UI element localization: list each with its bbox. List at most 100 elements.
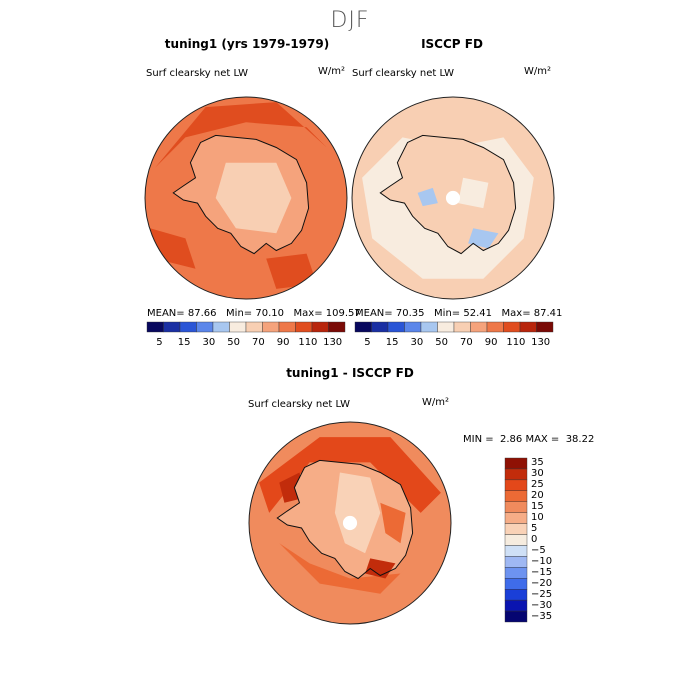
colorbar-cell: [503, 321, 521, 333]
panel-diff-stats: MIN = 2.86 MAX = 38.22: [463, 434, 594, 445]
max-label: Max=: [501, 308, 531, 319]
colorbar-tick-label: −30: [531, 599, 553, 611]
colorbar-tick-label: 25: [531, 479, 544, 491]
map-model: [145, 97, 347, 299]
map-border: [351, 96, 555, 300]
mean-value: 87.66: [187, 308, 217, 319]
map-diff: [249, 422, 451, 624]
panel-obs-title: ISCCP FD: [421, 37, 483, 51]
colorbar-tick-label: −15: [531, 566, 553, 578]
colorbar-cell: [404, 321, 422, 333]
colorbar-tick-label: 30: [202, 337, 216, 348]
colorbar-tick-label: 0: [531, 534, 538, 545]
colorbar-cell: [278, 321, 296, 333]
panel-obs-variable: Surf clearsky net LW: [352, 68, 455, 79]
colorbar-tick-label: −35: [531, 610, 553, 622]
colorbar-cell: [504, 534, 528, 546]
colorbar-cell: [470, 321, 488, 333]
colorbar-tick-label: 20: [531, 490, 544, 502]
colorbar-tick-label: −10: [531, 555, 553, 567]
colorbar-cell: [504, 610, 528, 623]
min-label: MIN =: [463, 434, 494, 445]
colorbar-cell: [196, 321, 214, 333]
light-patch: [458, 177, 489, 209]
min-value: 52.41: [463, 308, 492, 319]
warm-interior: [380, 502, 406, 544]
colorbar-tick-label: 50: [227, 337, 240, 348]
min-label: Min=: [226, 308, 253, 319]
colorbar-cell: [179, 321, 197, 333]
colorbar-cell: [437, 321, 455, 333]
colorbar-tick-label: 5: [364, 337, 371, 348]
colorbar-tick-label: 5: [156, 337, 163, 348]
coastline: [172, 134, 310, 255]
colorbar-cell: [262, 321, 280, 333]
colorbar-cell: [504, 512, 528, 524]
max-label: MAX =: [525, 434, 560, 445]
colorbar-cell: [504, 490, 528, 502]
colorbar-tick-label: −20: [531, 577, 553, 589]
colorbar-tick-label: 10: [531, 512, 544, 524]
colorbar-cell: [163, 321, 181, 333]
colorbar-cell: [453, 321, 471, 333]
panel-diff-title: tuning1 - ISCCP FD: [286, 366, 414, 380]
colorbar-cell: [328, 321, 346, 333]
colorbar-cell: [504, 556, 528, 568]
colorbar-tick-label: 30: [410, 337, 424, 348]
panel-obs-stats: MEAN= 70.35 Min= 52.41 Max= 87.41: [355, 308, 562, 319]
colorbar-diff: [504, 457, 528, 623]
panel-obs-units: W/m²: [524, 66, 552, 77]
weak-interior: [334, 472, 381, 554]
pole-hole: [445, 190, 461, 206]
colorbar-tick-label: 5: [531, 523, 538, 535]
colorbar-tick-label: 30: [531, 468, 544, 480]
mean-label: MEAN=: [355, 308, 393, 319]
colorbar-tick-label: 15: [177, 337, 191, 348]
colorbar-cell: [311, 321, 329, 333]
colorbar-tick-label: 70: [460, 337, 473, 348]
cool-patch: [417, 187, 438, 207]
mean-value: 70.35: [395, 308, 425, 319]
panel-model-units: W/m²: [318, 66, 346, 77]
colorbar-tick-label: 50: [435, 337, 448, 348]
min-label: Min=: [434, 308, 461, 319]
hot-patch: [365, 558, 396, 579]
panel-model-stats: MEAN= 87.66 Min= 70.10 Max= 109.57: [147, 308, 361, 319]
colorbar-obs: [354, 321, 554, 333]
max-value: 109.57: [325, 308, 361, 319]
colorbar-cell: [295, 321, 313, 333]
colorbar-cell: [519, 321, 537, 333]
colorbar-cell: [354, 321, 372, 333]
figure-title: DJF: [330, 8, 370, 33]
colorbar-cell: [504, 545, 528, 557]
max-value: 38.22: [565, 434, 595, 445]
coastline: [276, 459, 414, 580]
max-label: Max=: [293, 308, 323, 319]
colorbar-cell: [387, 321, 405, 333]
min-value: 2.86: [499, 434, 523, 445]
colorbar-cell: [245, 321, 263, 333]
pole-hole: [342, 515, 358, 531]
colorbar-cell: [371, 321, 389, 333]
map-obs: [352, 97, 554, 299]
cool-patch: [468, 228, 499, 249]
colorbar-cell: [536, 321, 554, 333]
colorbar-cell: [486, 321, 504, 333]
colorbar-tick-label: −5: [531, 544, 546, 556]
colorbar-tick-label: 70: [252, 337, 265, 348]
colorbar-tick-label: 110: [298, 337, 318, 348]
colorbar-cell: [504, 523, 528, 535]
map-border: [144, 96, 348, 300]
colorbar-model: [146, 321, 346, 333]
mean-label: MEAN=: [147, 308, 185, 319]
warm-band: [259, 437, 441, 513]
colorbar-cell: [229, 321, 247, 333]
colorbar-tick-label: 130: [531, 337, 551, 348]
cool-interior: [215, 162, 292, 234]
min-value: 70.10: [255, 308, 284, 319]
map-border: [248, 421, 452, 625]
panel-diff-units: W/m²: [422, 397, 450, 408]
colorbar-cell: [504, 457, 528, 470]
colorbar-cell: [504, 567, 528, 579]
